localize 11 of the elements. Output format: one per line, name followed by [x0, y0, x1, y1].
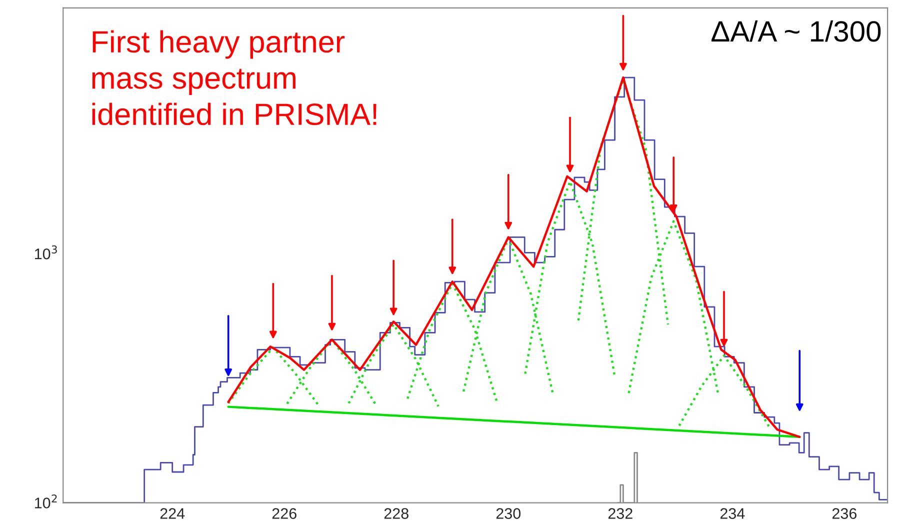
y-tick-label: 10$^{3}$ [34, 245, 57, 260]
x-tick-label: 226 [272, 508, 296, 519]
x-tick-label: 228 [384, 508, 408, 519]
x-tick-label: 236 [832, 508, 856, 519]
x-tick-label: 234 [720, 508, 745, 519]
y-tick-label: 10$^{2}$ [34, 494, 57, 508]
annotation: ΔA/A ~ 1/300 [712, 20, 881, 42]
x-tick-label: 230 [496, 508, 521, 519]
annotation: First heavy partner mass spectrum identified in PRISMA! [92, 30, 376, 126]
x-tick-label: 232 [608, 508, 632, 519]
x-tick-label: 224 [160, 508, 185, 519]
